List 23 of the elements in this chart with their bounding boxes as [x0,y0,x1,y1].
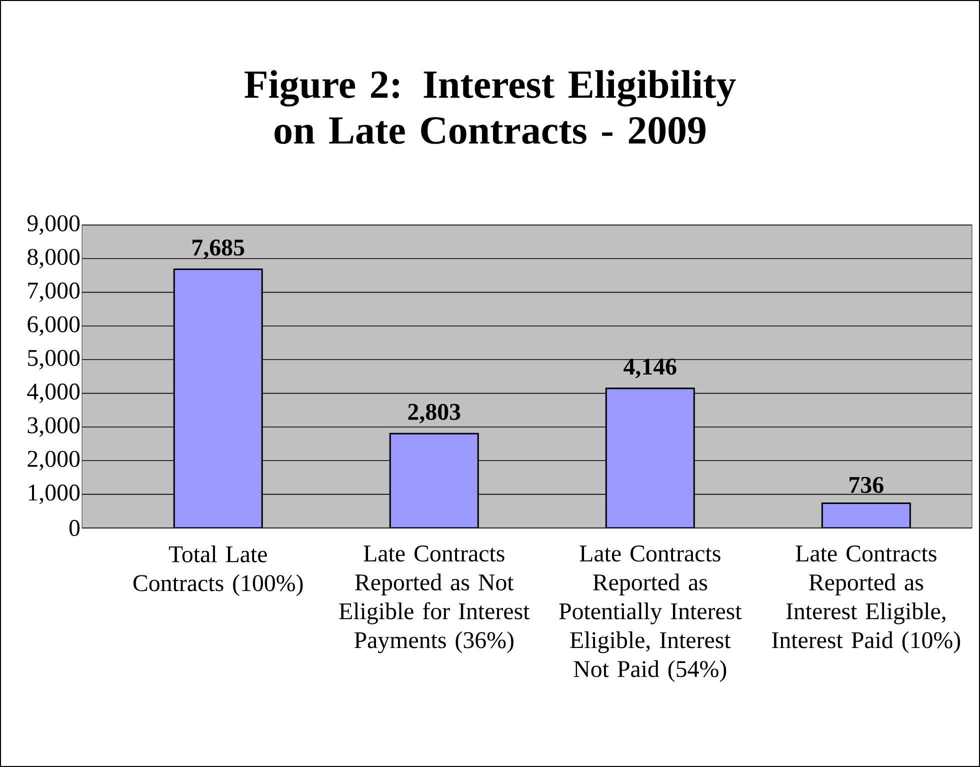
x-tick-label: Total Late Contracts (100%) [133,546,303,596]
x-tick-label: Late Contracts Reported as Not Eligible for Interest Payments (36%) [339,546,530,654]
x-tick-label: Late Contracts Reported as Interest Eligible, Interest Paid (10%) [772,546,960,654]
data-label: 4,146 [624,358,676,378]
data-label: 736 [850,476,884,494]
y-tick-label: 9,000 [27,215,80,235]
chart-title: Figure 2: Interest Eligibility on Late Contracts - 2009 [244,70,736,144]
bar [821,502,911,528]
bar [389,432,479,528]
y-tick-label: 0 [69,520,80,536]
y-tick-label: 5,000 [28,350,80,370]
y-tick-label: 7,000 [28,282,80,302]
data-label: 2,803 [408,404,460,424]
bar [605,388,695,528]
y-tick-label: 4,000 [27,384,80,404]
bar [173,268,263,528]
y-tick-label: 2,000 [28,450,80,470]
data-label: 7,685 [192,239,244,260]
y-tick-label: 3,000 [28,417,80,437]
y-tick-label: 8,000 [28,248,80,268]
y-tick-label: 6,000 [28,316,80,336]
y-tick-label: 1,000 [28,484,80,504]
x-tick-label: Late Contracts Reported as Potentially Interest Eligible, Interest Not Paid (54%) [559,546,742,682]
